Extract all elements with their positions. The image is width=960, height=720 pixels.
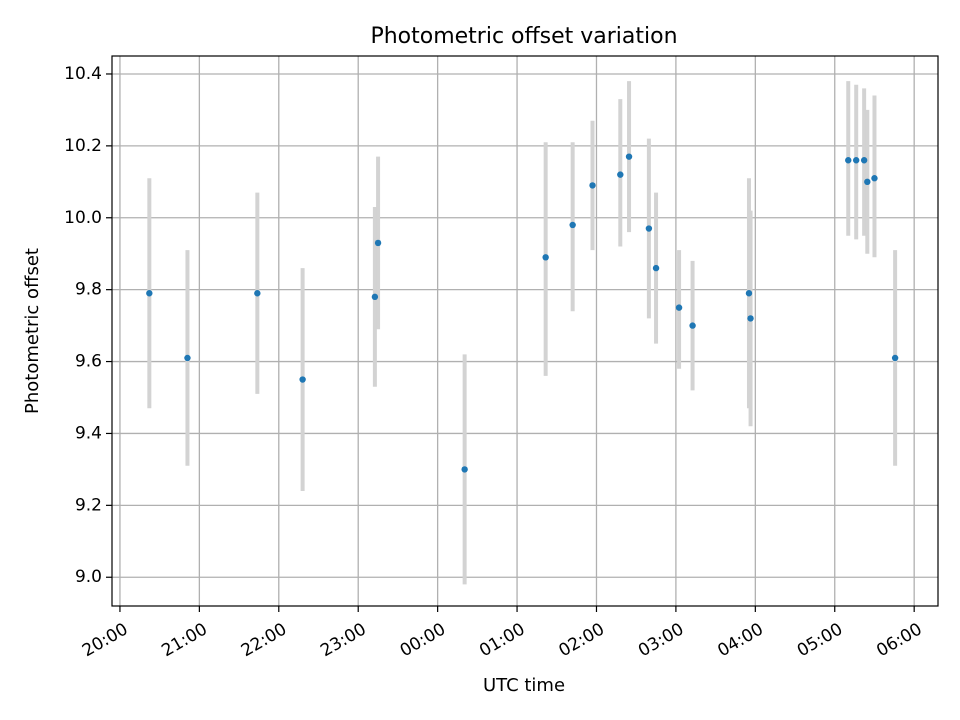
data-point: [747, 315, 754, 322]
data-point: [299, 376, 306, 383]
data-point: [689, 322, 696, 329]
data-point: [589, 182, 596, 189]
data-point: [461, 466, 468, 473]
data-point: [569, 221, 576, 229]
data-point: [625, 153, 633, 160]
data-point: [652, 264, 660, 272]
y-tick-label: 9.4: [75, 423, 102, 443]
data-point: [645, 225, 653, 232]
plot-frame: [111, 55, 939, 607]
y-tick-label: 9.2: [75, 495, 102, 515]
y-tick-label: 9.8: [75, 280, 102, 300]
y-tick-label: 10.2: [64, 136, 102, 156]
data-point: [675, 304, 683, 311]
data-point: [852, 157, 860, 164]
y-axis-ticks: 9.0 9.2 9.4 9.6 9.8 10.0 10.2 10.4: [64, 64, 112, 587]
data-point: [864, 178, 871, 186]
y-tick-label: 9.0: [75, 567, 102, 587]
chart-title: Photometric offset variation: [370, 24, 677, 49]
y-tick-label: 10.4: [64, 64, 102, 84]
data-point: [891, 354, 899, 362]
data-point: [745, 290, 753, 297]
grid: [112, 56, 938, 606]
data-point: [617, 171, 624, 178]
y-tick-label: 9.6: [75, 352, 102, 372]
data-points: [146, 153, 899, 473]
data-point: [146, 290, 153, 297]
y-axis-label: Photometric offset: [22, 248, 43, 414]
data-point: [254, 290, 261, 297]
data-point: [860, 157, 868, 164]
data-point: [845, 157, 852, 164]
data-point: [374, 239, 382, 247]
data-point: [371, 293, 379, 301]
y-tick-label: 10.0: [64, 208, 102, 228]
x-axis-label: UTC time: [483, 675, 565, 696]
data-point: [871, 175, 878, 182]
data-point: [184, 354, 191, 362]
data-point: [542, 254, 549, 261]
